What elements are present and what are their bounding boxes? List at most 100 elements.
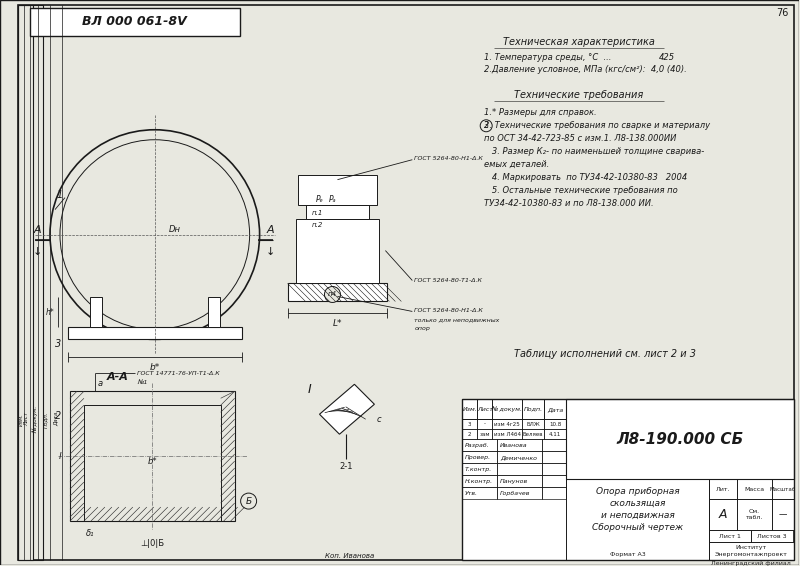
Circle shape [325, 286, 341, 302]
Bar [462, 419, 478, 429]
Text: Лист: Лист [477, 407, 493, 411]
Bar [30, 8, 240, 36]
Text: 2. Технические требования по сварке и материалу: 2. Технические требования по сварке и ма… [484, 121, 710, 130]
Text: 1: 1 [57, 190, 63, 200]
Text: См.
табл.: См. табл. [746, 509, 763, 520]
Text: b*: b* [150, 363, 160, 372]
Text: Dн: Dн [169, 225, 181, 234]
Text: А: А [266, 225, 274, 234]
Text: зам: зам [479, 432, 490, 437]
Text: ВЛ 000 061-8V: ВЛ 000 061-8V [82, 15, 187, 28]
Text: Панунов: Панунов [500, 479, 528, 483]
Text: № докум.: № докум. [32, 406, 38, 433]
Text: А: А [718, 508, 727, 521]
Text: А-А: А-А [107, 372, 129, 382]
Text: ⊥|0|Б: ⊥|0|Б [140, 538, 164, 547]
Text: Сборочный чертеж: Сборочный чертеж [592, 522, 683, 531]
Bar [566, 479, 709, 560]
Text: скользящая: скользящая [610, 499, 666, 508]
Text: 10.8: 10.8 [549, 422, 561, 427]
Text: 3: 3 [468, 422, 471, 427]
Bar [772, 479, 794, 499]
Text: Провер.: Провер. [466, 454, 491, 460]
Bar [287, 284, 387, 302]
Bar [295, 218, 379, 284]
Bar [462, 439, 497, 451]
Bar [492, 419, 522, 429]
Text: А: А [33, 225, 41, 234]
Text: 1.* Размеры для справок.: 1.* Размеры для справок. [484, 108, 597, 117]
Text: 4.11: 4.11 [549, 432, 561, 437]
Text: Б: Б [246, 496, 252, 505]
Bar [298, 175, 378, 205]
Bar [478, 429, 492, 439]
Text: ↓: ↓ [266, 247, 275, 256]
Bar [497, 475, 542, 487]
Bar [208, 298, 220, 327]
Text: 3: 3 [484, 121, 489, 130]
Text: a: a [98, 379, 102, 388]
Text: БЛЖ: БЛЖ [526, 422, 540, 427]
Bar [522, 399, 544, 419]
Text: 2.Давление условное, МПа (кгс/см²):  4,0 (40).: 2.Давление условное, МПа (кгс/см²): 4,0 … [484, 65, 687, 74]
Text: Изм.: Изм. [462, 407, 477, 411]
Bar [709, 479, 737, 499]
Bar [497, 439, 542, 451]
Text: Листов 3: Листов 3 [757, 534, 786, 538]
Text: п4: п4 [328, 291, 337, 298]
Text: Масштаб: Масштаб [770, 487, 796, 492]
Bar [90, 298, 102, 327]
Text: Беляев: Беляев [523, 432, 543, 437]
Bar [542, 475, 566, 487]
Text: 76: 76 [776, 8, 789, 18]
Bar [542, 439, 566, 451]
Text: и неподвижная: и неподвижная [601, 511, 674, 520]
Text: Энергомонтажпроект: Энергомонтажпроект [714, 552, 788, 558]
Bar [306, 205, 370, 218]
Bar [522, 429, 544, 439]
Bar [709, 479, 794, 560]
Text: 425: 425 [659, 53, 675, 62]
Text: 4. Маркировать  по ТУ34-42-10380-83   2004: 4. Маркировать по ТУ34-42-10380-83 2004 [484, 173, 687, 182]
Text: ГОСТ 5264-80-Н1-Δ.К: ГОСТ 5264-80-Н1-Δ.К [414, 156, 483, 161]
Text: Ленинградский филиал: Ленинградский филиал [711, 560, 791, 565]
Text: Горбачев: Горбачев [500, 491, 530, 496]
Text: Разраб.: Разраб. [466, 443, 490, 448]
Text: Лист 1: Лист 1 [719, 534, 741, 538]
Text: Технические требования: Технические требования [514, 90, 644, 100]
Bar [737, 499, 772, 530]
Text: с: с [377, 415, 382, 424]
Text: изм 4г25: изм 4г25 [494, 422, 520, 427]
Bar [542, 487, 566, 499]
Text: Рₑ: Рₑ [316, 195, 323, 204]
Text: 2: 2 [55, 411, 61, 421]
Bar [492, 399, 522, 419]
Bar [709, 499, 737, 530]
Text: Техническая характеристика: Техническая характеристика [503, 37, 655, 47]
Text: № докум.: № докум. [492, 406, 522, 412]
Bar [709, 542, 794, 560]
Bar [709, 530, 750, 542]
Text: Институт: Институт [736, 544, 766, 550]
Text: Т.контр.: Т.контр. [466, 466, 493, 471]
Text: Демиченко: Демиченко [500, 454, 537, 460]
Bar [478, 399, 492, 419]
Bar [462, 399, 794, 560]
Text: 5. Остальные технические требования по: 5. Остальные технические требования по [484, 186, 678, 195]
Bar [462, 487, 497, 499]
Bar [462, 429, 478, 439]
Bar [497, 463, 542, 475]
Text: Н.контр.: Н.контр. [466, 479, 494, 483]
Text: по ОСТ 34-42-723-85 с изм.1. Л8-138.000ИИ: по ОСТ 34-42-723-85 с изм.1. Л8-138.000И… [484, 134, 677, 143]
Text: опор: опор [414, 326, 430, 331]
Text: -: - [484, 422, 486, 427]
Polygon shape [319, 384, 374, 434]
Text: ↓: ↓ [32, 247, 42, 256]
Bar [18, 5, 33, 560]
Bar [750, 530, 793, 542]
Bar [492, 429, 522, 439]
Text: I: I [308, 383, 311, 396]
Bar [737, 479, 772, 499]
Text: 3: 3 [55, 340, 61, 349]
Bar [462, 463, 497, 475]
